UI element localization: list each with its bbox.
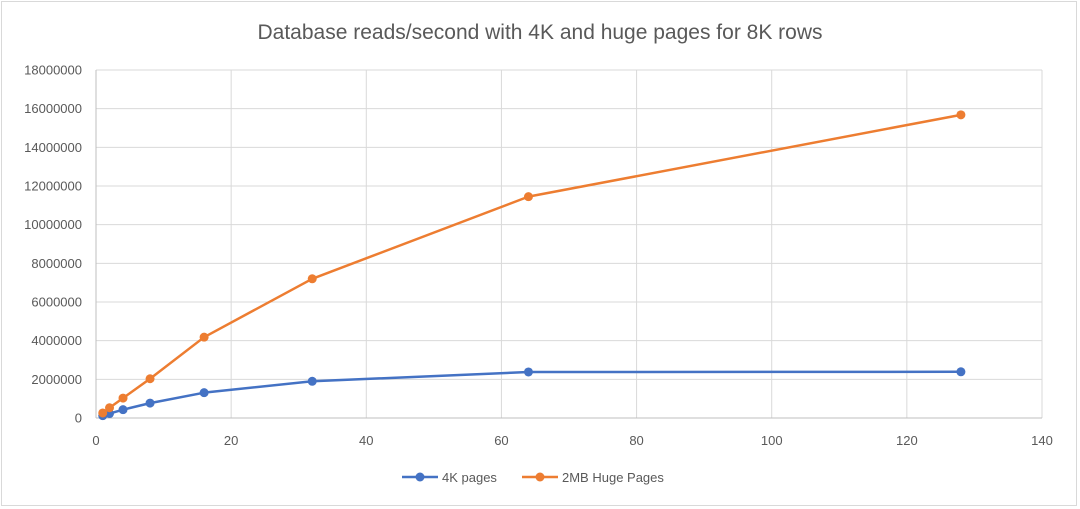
data-point [145, 374, 155, 384]
legend-item: 4K pages [402, 470, 497, 485]
y-tick-label: 4000000 [31, 333, 82, 348]
axes: 0 2000000 4000000 6000000 8000000 10000000 120… [24, 63, 1053, 449]
data-point [307, 274, 317, 284]
y-tick-label: 10000000 [24, 217, 82, 232]
x-tick-label: 40 [359, 433, 373, 448]
x-tick-label: 0 [92, 433, 99, 448]
legend-label: 4K pages [442, 470, 497, 485]
x-tick-label: 120 [896, 433, 918, 448]
y-tick-label: 16000000 [24, 101, 82, 116]
y-tick-label: 12000000 [24, 179, 82, 194]
data-point [307, 376, 317, 386]
series-layer [98, 110, 966, 421]
data-point [199, 332, 209, 342]
series-1 [98, 110, 966, 418]
x-tick-label: 80 [629, 433, 643, 448]
y-tick-label: 14000000 [24, 140, 82, 155]
data-point [105, 403, 115, 413]
legend-marker [415, 472, 425, 482]
legend-item: 2MB Huge Pages [522, 470, 664, 485]
y-tick-label: 6000000 [31, 295, 82, 310]
x-tick-label: 20 [224, 433, 238, 448]
data-point [118, 393, 128, 403]
gridlines [95, 69, 1043, 419]
legend-label: 2MB Huge Pages [562, 470, 664, 485]
y-tick-label: 0 [75, 411, 82, 426]
y-tick-label: 8000000 [31, 256, 82, 271]
data-point [199, 388, 209, 398]
series-0 [98, 367, 966, 421]
data-point [523, 192, 533, 202]
data-point [145, 398, 155, 408]
chart-title: Database reads/second with 4K and huge p… [257, 21, 822, 44]
data-point [118, 405, 128, 415]
data-point [98, 408, 108, 418]
data-point [956, 367, 966, 377]
y-tick-label: 18000000 [24, 63, 82, 78]
legend: 4K pages 2MB Huge Pages [402, 470, 664, 485]
data-point [956, 110, 966, 120]
y-tick-label: 2000000 [31, 372, 82, 387]
x-tick-label: 60 [494, 433, 508, 448]
legend-marker [535, 472, 545, 482]
data-point [523, 367, 533, 377]
x-tick-label: 140 [1031, 433, 1053, 448]
x-tick-label: 100 [761, 433, 783, 448]
